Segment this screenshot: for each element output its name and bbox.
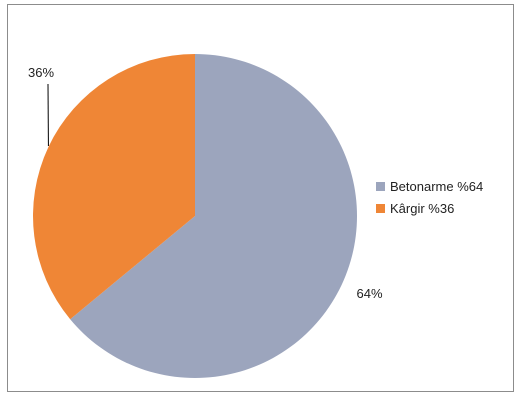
legend: Betonarme %64 Kârgir %36 [376,175,483,219]
data-label-kargir: 36% [28,65,55,80]
legend-label-betonarme: Betonarme %64 [390,178,484,194]
legend-swatch-kargir [376,203,385,213]
pie-slice-kargir [33,54,195,320]
legend-swatch-betonarme [376,181,385,191]
legend-label-kargir: Kârgir %36 [390,200,455,216]
data-label-betonarme: 64% [356,286,383,302]
legend-item-betonarme: Betonarme %64 [376,175,483,197]
pie-slice-betonarme [70,54,358,379]
legend-item-kargir: Kârgir %36 [376,197,483,219]
